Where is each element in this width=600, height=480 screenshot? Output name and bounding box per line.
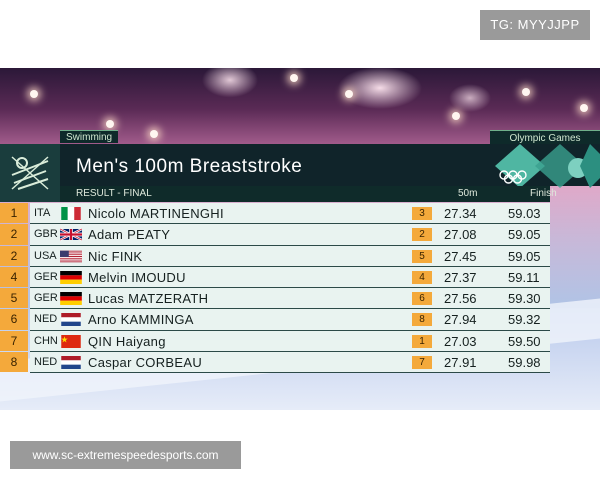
result-row: 1 ITA Nicolo MARTINENGHI 3 27.34 59.03 [0,203,550,225]
rank-badge: 6 [0,309,28,330]
finish-time: 59.11 [508,269,540,285]
athlete-name: Lucas MATZERATH [88,291,209,307]
athlete-name: Melvin IMOUDU [88,269,186,285]
lane-badge: 2 [412,228,432,242]
finish-time: 59.05 [508,227,541,243]
finish-time: 59.50 [508,333,541,349]
watermark-url: www.sc-extremespeedesports.com [10,441,241,469]
finish-time: 59.30 [508,291,541,307]
chn-flag-icon [60,334,82,348]
split-time: 27.37 [444,269,477,285]
event-title: Men's 100m Breaststroke [76,156,303,177]
result-row: 2 USA Nic FINK 5 27.45 59.05 [0,245,550,267]
finish-time: 59.05 [508,248,541,264]
split-time: 27.34 [444,206,477,221]
rank-badge: 2 [0,224,28,245]
lane-badge: 4 [412,270,432,284]
ita-flag-icon [60,207,82,220]
results-table: 1 ITA Nicolo MARTINENGHI 3 27.34 59.03 2 GBR Ada… [0,203,550,374]
swimming-pictogram-icon [0,144,60,202]
finish-column-header: Finish [530,188,557,199]
athlete-name: Nicolo MARTINENGHI [88,206,224,221]
result-final-label: RESULT - FINAL [76,188,152,199]
split-column-header: 50m [458,188,478,199]
games-pattern-icon [495,144,600,188]
rank-badge: 4 [0,266,28,288]
ned-flag-icon [60,356,82,370]
olympic-rings-icon [499,170,527,184]
result-row: 8 NED Caspar CORBEAU 7 27.91 59.98 [0,352,550,374]
nation-code: ITA [34,207,51,219]
lane-badge: 8 [412,313,432,327]
lane-badge: 6 [412,292,432,306]
usa-flag-icon [60,250,82,263]
athlete-name: Arno KAMMINGA [88,312,194,328]
nation-code: GER [34,270,58,283]
nation-code: NED [34,356,58,369]
nation-code: USA [34,249,57,262]
lane-badge: 7 [412,356,432,370]
ned-flag-icon [60,313,82,327]
lane-badge: 3 [412,207,432,220]
split-time: 27.91 [444,355,477,371]
nation-code: CHN [34,334,58,347]
rank-badge: 1 [0,203,28,224]
ger-flag-icon [60,270,82,284]
nation-code: GBR [34,228,58,241]
split-time: 27.08 [444,227,477,243]
result-row: 2 GBR Adam PEATY 2 27.08 59.05 [0,224,550,246]
rank-badge: 5 [0,288,28,309]
split-time: 27.56 [444,291,477,307]
result-row: 7 CHN QIN Haiyang 1 27.03 59.50 [0,330,550,353]
finish-time: 59.32 [508,312,541,328]
ger-flag-icon [60,292,82,306]
rank-badge: 8 [0,352,28,373]
result-row: 5 GER Lucas MATZERATH 6 27.56 59.30 [0,288,550,310]
nation-code: GER [34,292,58,305]
nation-code: NED [34,313,58,326]
rank-badge: 7 [0,330,28,352]
athlete-name: QIN Haiyang [88,333,166,349]
result-row: 6 NED Arno KAMMINGA 8 27.94 59.32 [0,309,550,331]
result-row: 4 GER Melvin IMOUDU 4 27.37 59.11 [0,266,550,289]
finish-time: 59.03 [508,206,541,221]
split-time: 27.03 [444,333,477,349]
rank-badge: 2 [0,245,28,266]
gbr-flag-icon [59,228,83,242]
results-header: RESULT - FINAL 50m Finish [60,186,557,202]
split-time: 27.94 [444,312,477,328]
finish-time: 59.98 [508,355,541,371]
lane-badge: 1 [412,334,432,348]
split-time: 27.45 [444,248,477,264]
watermark-tag: TG: MYYJJPP [480,10,590,40]
athlete-name: Nic FINK [88,248,143,264]
athlete-name: Adam PEATY [88,227,171,243]
athlete-name: Caspar CORBEAU [88,355,203,371]
sport-category: Swimming [60,130,119,143]
olympic-games-label: Olympic Games [490,130,600,145]
lane-badge: 5 [412,249,432,263]
